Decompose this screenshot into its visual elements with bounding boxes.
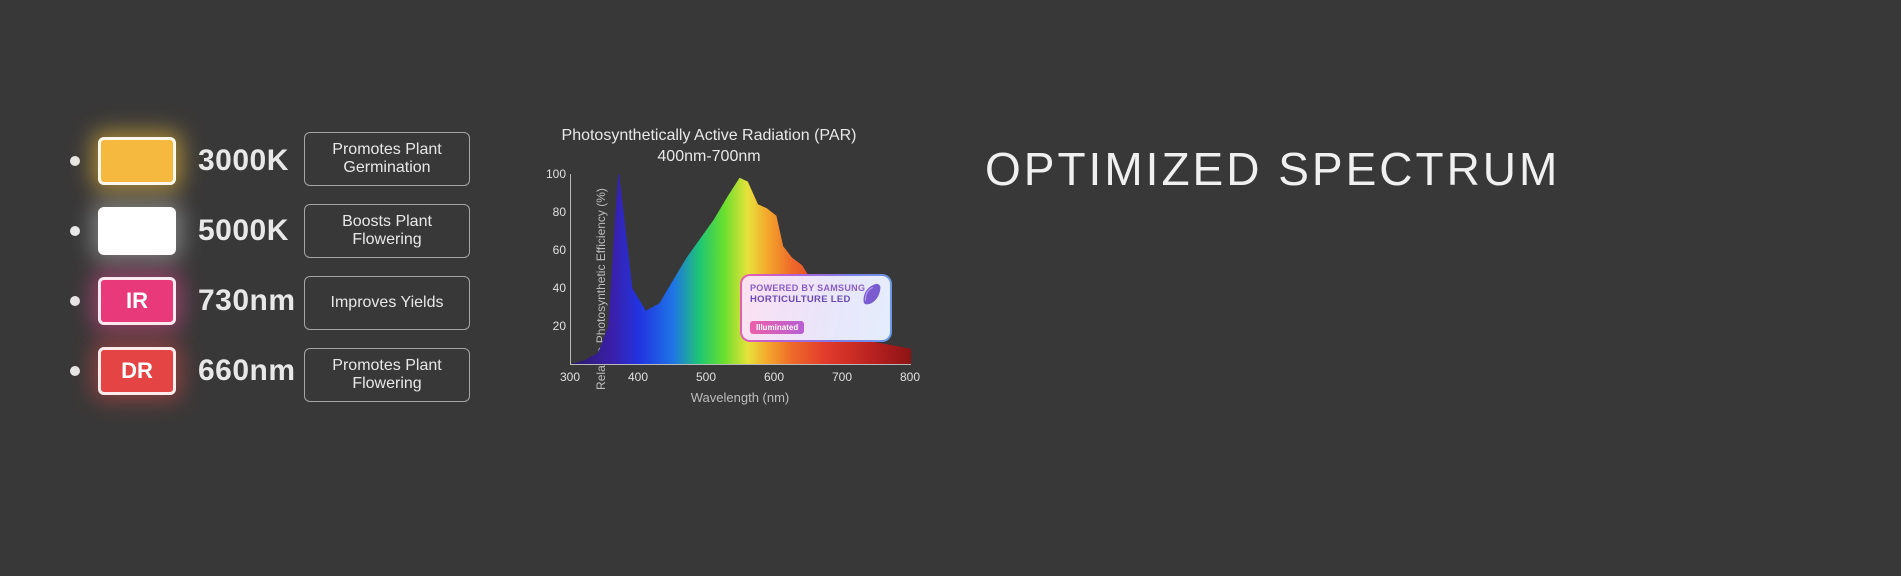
benefit-box-3: Promotes Plant Flowering — [304, 348, 470, 402]
led-row-1: 5000K — [70, 202, 290, 260]
ytick: 40 — [534, 281, 566, 295]
led-row-3: DR660nm — [70, 342, 290, 400]
chart-xlabel: Wavelength (nm) — [570, 390, 910, 405]
badge-sub: Illuminated — [750, 321, 804, 334]
benefit-box-2: Improves Yields — [304, 276, 470, 330]
xtick: 600 — [764, 370, 784, 384]
led-row-0: 3000K — [70, 132, 290, 190]
bullet-icon — [70, 156, 80, 166]
led-chip: IR — [98, 277, 176, 325]
xtick: 500 — [696, 370, 716, 384]
led-label: 660nm — [198, 354, 296, 388]
chart-yticks: 20406080100 — [534, 174, 566, 364]
bullet-icon — [70, 296, 80, 306]
ytick: 100 — [534, 167, 566, 181]
headline: OPTIMIZED SPECTRUM — [985, 142, 1841, 196]
badge-line1: POWERED BY SAMSUNG — [750, 282, 865, 294]
led-list: 3000K 5000K IR730nm DR660nm — [70, 132, 290, 412]
par-chart: Photosynthetically Active Radiation (PAR… — [494, 126, 924, 404]
samsung-badge: POWERED BY SAMSUNG HORTICULTURE LED Illu… — [740, 274, 892, 342]
benefit-box-1: Boosts Plant Flowering — [304, 204, 470, 258]
led-row-2: IR730nm — [70, 272, 290, 330]
xtick: 800 — [900, 370, 920, 384]
led-chip — [98, 137, 176, 185]
ytick: 60 — [534, 243, 566, 257]
badge-line2: HORTICULTURE LED — [750, 294, 865, 307]
leaf-icon — [856, 280, 886, 310]
chart-title-line1: Photosynthetically Active Radiation (PAR… — [494, 126, 924, 147]
xtick: 400 — [628, 370, 648, 384]
xtick: 300 — [560, 370, 580, 384]
ytick: 20 — [534, 319, 566, 333]
xtick: 700 — [832, 370, 852, 384]
benefit-list: Promotes Plant Germination Boosts Plant F… — [304, 132, 470, 420]
chart-title: Photosynthetically Active Radiation (PAR… — [494, 126, 924, 168]
led-chip — [98, 207, 176, 255]
chart-xticks: 300400500600700800 — [570, 370, 910, 388]
chart-title-line2: 400nm-700nm — [494, 147, 924, 168]
bullet-icon — [70, 366, 80, 376]
led-label: 3000K — [198, 144, 289, 178]
bullet-icon — [70, 226, 80, 236]
led-chip: DR — [98, 347, 176, 395]
led-label: 5000K — [198, 214, 289, 248]
benefit-box-0: Promotes Plant Germination — [304, 132, 470, 186]
led-label: 730nm — [198, 284, 296, 318]
ytick: 80 — [534, 205, 566, 219]
